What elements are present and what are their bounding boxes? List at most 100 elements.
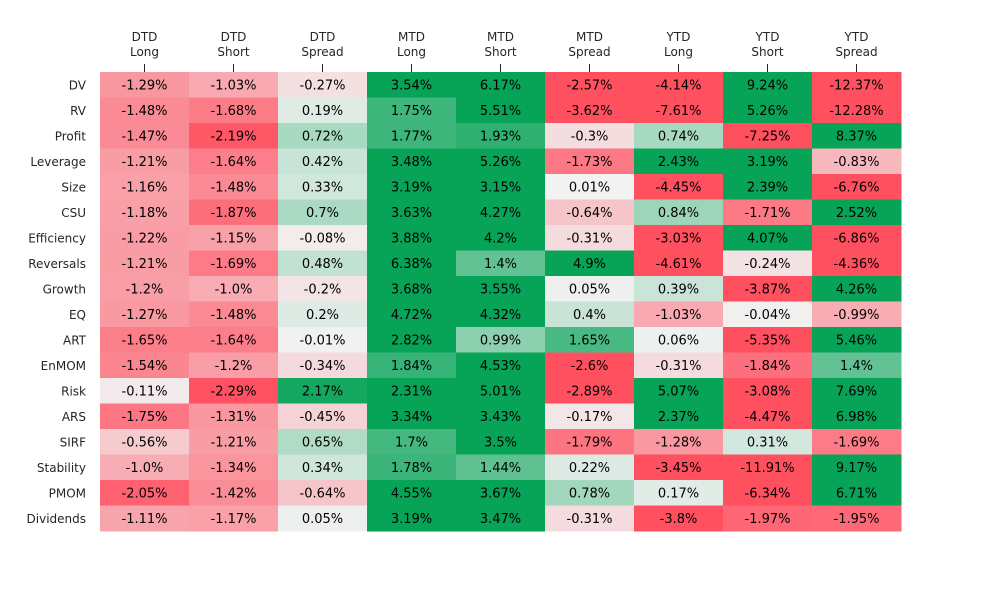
cell-value-label: 5.26%	[747, 104, 788, 119]
heatmap-cell	[189, 225, 279, 251]
heatmap-cell	[367, 327, 457, 353]
cell-value-label: 0.74%	[658, 129, 699, 144]
column-label-line: YTD	[666, 30, 691, 44]
cell-value-label: 2.31%	[391, 384, 432, 399]
cell-value-label: -1.68%	[211, 104, 257, 119]
heatmap-cell	[723, 454, 813, 481]
cell-value-label: -11.91%	[740, 461, 794, 476]
cell-value-label: 9.24%	[747, 78, 788, 93]
heatmap-cell	[100, 352, 190, 379]
heatmap-cell	[100, 378, 190, 404]
cell-value-label: -1.48%	[211, 180, 257, 195]
heatmap-cell	[634, 327, 724, 353]
column-label-line: YTD	[844, 30, 869, 44]
heatmap-cell	[545, 199, 635, 226]
heatmap-cell	[367, 97, 457, 124]
cell-value-label: 4.07%	[747, 231, 788, 246]
row-label: ART	[63, 333, 87, 347]
cell-value-label: -0.31%	[567, 231, 613, 246]
heatmap-cell	[367, 276, 457, 302]
cell-value-label: 0.39%	[658, 282, 699, 297]
cell-value-label: 1.44%	[480, 461, 521, 476]
cell-value-label: 4.26%	[836, 282, 877, 297]
heatmap-cell	[812, 174, 902, 200]
column-label-line: Long	[130, 45, 159, 59]
heatmap-cell	[456, 148, 546, 175]
cell-value-label: 1.93%	[480, 129, 521, 144]
heatmap-cell	[634, 72, 724, 98]
heatmap-cell	[278, 301, 368, 328]
heatmap-cell	[278, 250, 368, 277]
row-label: EQ	[69, 308, 86, 322]
heatmap-cell	[100, 327, 190, 353]
cell-value-label: 0.78%	[569, 486, 610, 501]
cell-value-label: 1.4%	[840, 359, 873, 374]
cell-value-label: -1.69%	[211, 257, 257, 272]
row-label: Reversals	[28, 257, 86, 271]
heatmap-cell	[634, 454, 724, 481]
heatmap-cell	[812, 97, 902, 124]
cell-value-label: -4.61%	[656, 257, 702, 272]
cell-value-label: -12.37%	[829, 78, 883, 93]
cell-value-label: -4.36%	[834, 257, 880, 272]
cell-value-label: 0.05%	[302, 512, 343, 527]
cell-value-label: -1.27%	[122, 308, 168, 323]
cell-value-label: -1.47%	[122, 129, 168, 144]
heatmap-cell	[723, 378, 813, 404]
cell-value-label: 1.84%	[391, 359, 432, 374]
cell-value-label: -2.89%	[567, 384, 613, 399]
cell-value-label: -4.47%	[745, 410, 791, 425]
heatmap-cell	[189, 480, 279, 506]
heatmap-cell	[367, 454, 457, 481]
cell-value-label: -1.03%	[211, 78, 257, 93]
cell-value-label: -1.34%	[211, 461, 257, 476]
column-label: DTD Short	[217, 30, 249, 59]
cell-value-label: -6.76%	[834, 180, 880, 195]
heatmap-cell	[545, 403, 635, 430]
heatmap-cell	[189, 250, 279, 277]
heatmap-cell	[545, 123, 635, 149]
heatmap-cell	[723, 148, 813, 175]
row-label: Growth	[43, 282, 86, 296]
heatmap-cell	[634, 505, 724, 532]
cell-value-label: 3.54%	[391, 78, 432, 93]
heatmap-cell	[812, 199, 902, 226]
heatmap-cell	[634, 123, 724, 149]
heatmap-cell	[634, 148, 724, 175]
cell-value-label: 4.55%	[391, 486, 432, 501]
cell-value-label: 5.51%	[480, 104, 521, 119]
cell-value-label: -7.61%	[656, 104, 702, 119]
cell-value-label: -1.71%	[745, 206, 791, 221]
cell-value-label: -6.86%	[834, 231, 880, 246]
heatmap-cell	[456, 276, 546, 302]
heatmap-cell	[456, 327, 546, 353]
cell-value-label: 0.7%	[306, 206, 339, 221]
row-label: RV	[70, 104, 87, 118]
heatmap-cell	[189, 403, 279, 430]
cell-value-label: -1.18%	[122, 206, 168, 221]
cell-value-label: -0.56%	[122, 435, 168, 450]
heatmap-cell	[723, 225, 813, 251]
cell-value-label: 0.06%	[658, 333, 699, 348]
heatmap-cell	[545, 480, 635, 506]
heatmap-cell	[545, 250, 635, 277]
row-label: CSU	[61, 206, 86, 220]
cell-value-label: -1.11%	[122, 512, 168, 527]
heatmap-cell	[456, 429, 546, 455]
cell-value-label: -3.08%	[745, 384, 791, 399]
heatmap-cell	[634, 429, 724, 455]
cell-value-label: -1.87%	[211, 206, 257, 221]
column-label-line: DTD	[221, 30, 247, 44]
cell-value-label: 3.68%	[391, 282, 432, 297]
row-label: Leverage	[30, 155, 86, 169]
row-labels: DV RV Profit Leverage Size CSU Efficiency Rever…	[27, 78, 87, 526]
cell-value-label: -1.21%	[122, 257, 168, 272]
cell-value-label: 3.19%	[747, 155, 788, 170]
heatmap-cell	[367, 148, 457, 175]
cell-value-label: -2.57%	[567, 78, 613, 93]
heatmap-cell	[723, 403, 813, 430]
cell-value-label: -0.17%	[567, 410, 613, 425]
cell-value-label: -0.01%	[300, 333, 346, 348]
cell-value-label: -0.11%	[122, 384, 168, 399]
heatmap-cell	[100, 174, 190, 200]
